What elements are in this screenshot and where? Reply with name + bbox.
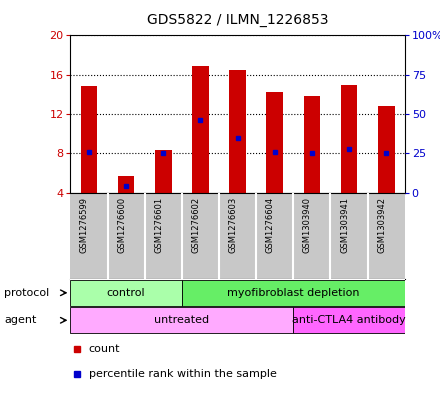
Bar: [155, 150, 172, 193]
Text: protocol: protocol: [4, 288, 50, 298]
Bar: [118, 176, 135, 193]
Bar: [70, 279, 182, 306]
Text: GSM1276602: GSM1276602: [191, 197, 201, 253]
Text: anti-CTLA4 antibody: anti-CTLA4 antibody: [292, 315, 406, 325]
Text: GSM1276604: GSM1276604: [266, 197, 275, 253]
Text: GSM1303942: GSM1303942: [377, 197, 386, 253]
Text: control: control: [107, 288, 146, 298]
Bar: [229, 70, 246, 193]
Bar: [341, 85, 357, 193]
Text: GSM1303941: GSM1303941: [340, 197, 349, 253]
Text: GDS5822 / ILMN_1226853: GDS5822 / ILMN_1226853: [147, 13, 328, 27]
Bar: [192, 66, 209, 193]
Bar: [182, 279, 405, 306]
Text: percentile rank within the sample: percentile rank within the sample: [89, 369, 277, 379]
Bar: [70, 307, 293, 334]
Text: myofibroblast depletion: myofibroblast depletion: [227, 288, 359, 298]
Text: count: count: [89, 344, 120, 354]
Bar: [293, 307, 405, 334]
Text: GSM1303940: GSM1303940: [303, 197, 312, 253]
Bar: [266, 92, 283, 193]
Text: GSM1276603: GSM1276603: [229, 197, 238, 253]
Bar: [81, 86, 97, 193]
Text: GSM1276601: GSM1276601: [154, 197, 163, 253]
Bar: [378, 106, 395, 193]
Text: GSM1276599: GSM1276599: [80, 197, 89, 253]
Text: untreated: untreated: [154, 315, 209, 325]
Bar: [304, 96, 320, 193]
Text: GSM1276600: GSM1276600: [117, 197, 126, 253]
Text: agent: agent: [4, 315, 37, 325]
